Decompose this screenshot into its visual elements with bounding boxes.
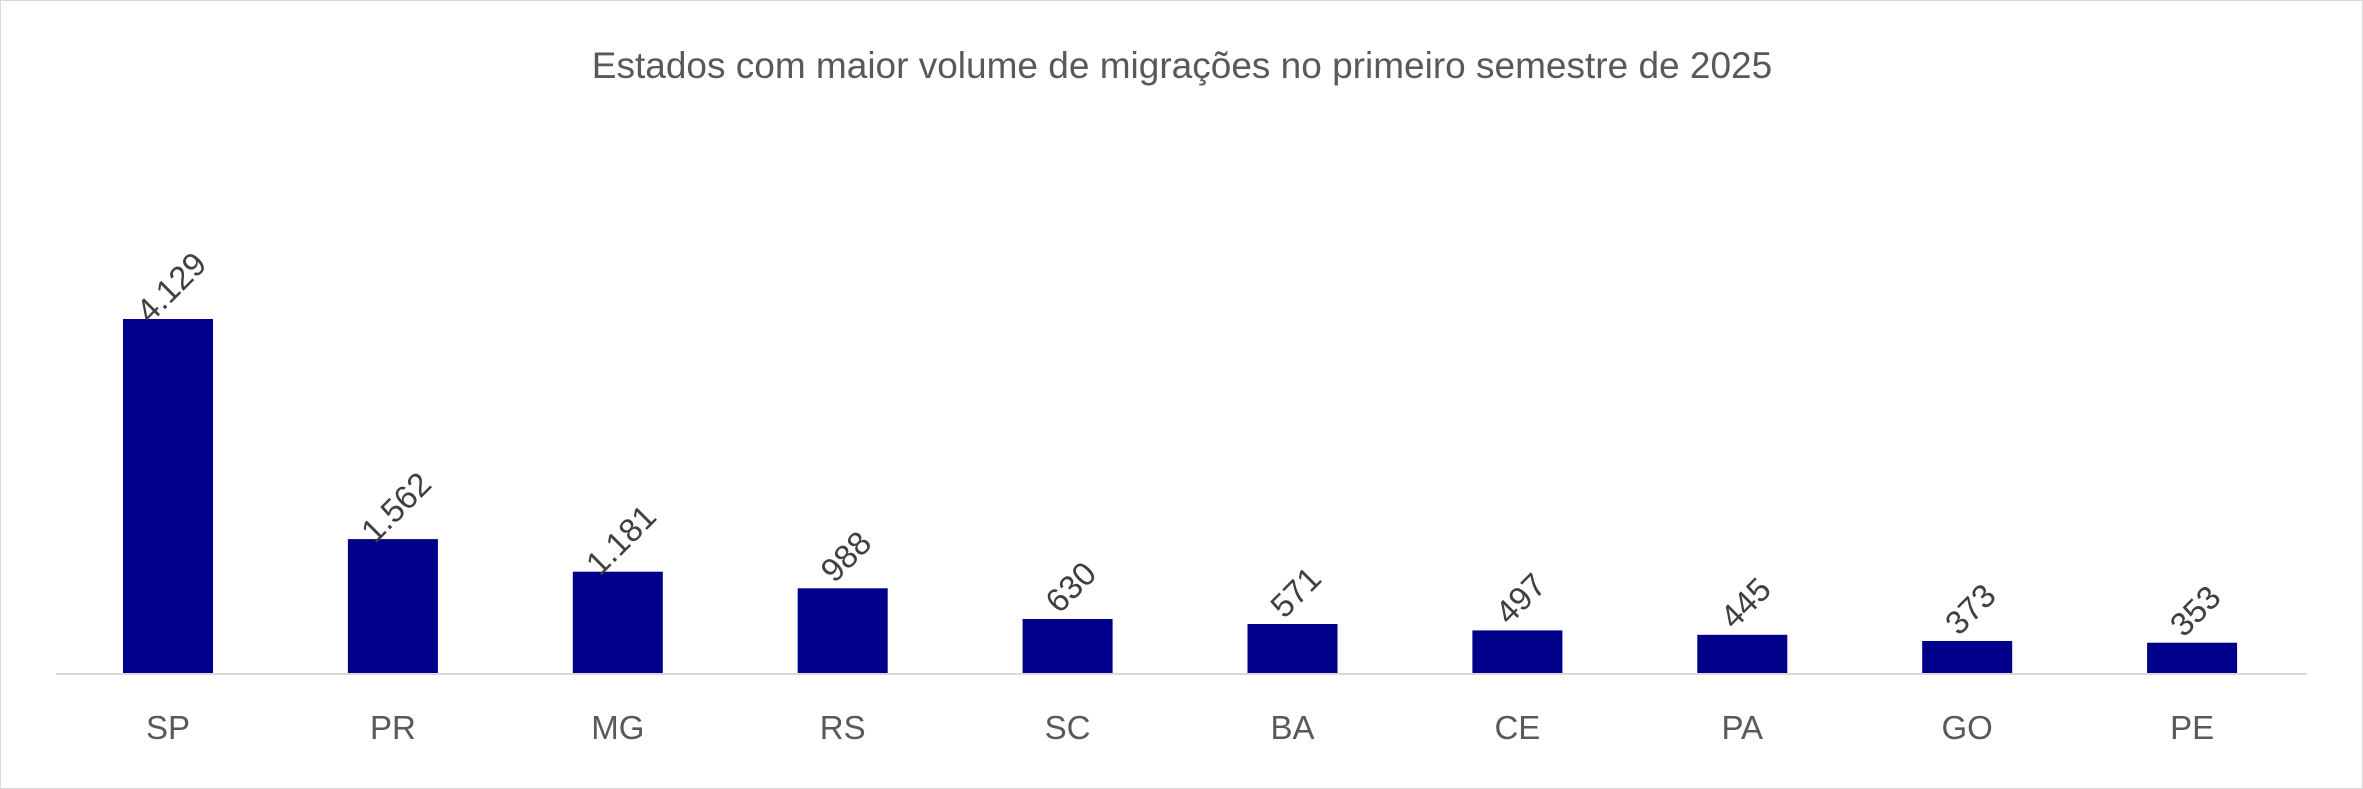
bar-sp <box>123 319 213 673</box>
data-label-sp: 4.129 <box>129 245 214 330</box>
x-tick-labels: SP PR MG RS SC BA CE PA GO PE <box>146 709 2214 746</box>
bar-ce <box>1472 630 1563 673</box>
data-label-mg: 1.181 <box>579 497 664 582</box>
x-tick-label-mg: MG <box>591 709 644 746</box>
data-label-ba: 571 <box>1263 559 1328 624</box>
data-label-pe: 353 <box>2163 578 2228 643</box>
data-label-rs: 988 <box>813 524 878 589</box>
data-label-go: 373 <box>1938 576 2003 641</box>
chart-title: Estados com maior volume de migrações no… <box>592 45 1772 86</box>
bar-ba <box>1247 624 1338 673</box>
data-labels-layer: 4.129 1.562 1.181 988 630 571 497 445 373 353 <box>129 245 2228 644</box>
x-tick-label-pr: PR <box>370 709 416 746</box>
data-label-sc: 630 <box>1038 554 1103 619</box>
bars-layer <box>123 319 2238 673</box>
x-tick-label-pa: PA <box>1722 709 1764 746</box>
x-tick-label-rs: RS <box>820 709 866 746</box>
data-label-pa: 445 <box>1713 570 1778 635</box>
bar-pa <box>1697 634 1788 673</box>
data-label-ce: 497 <box>1488 566 1553 631</box>
x-tick-label-ce: CE <box>1494 709 1540 746</box>
x-tick-label-pe: PE <box>2170 709 2214 746</box>
x-tick-label-sp: SP <box>146 709 190 746</box>
bar-pr <box>347 539 438 673</box>
bar-mg <box>572 571 663 673</box>
bar-rs <box>797 588 888 673</box>
bar-go <box>1922 641 2013 673</box>
x-tick-label-ba: BA <box>1270 709 1314 746</box>
x-tick-label-sc: SC <box>1045 709 1091 746</box>
data-label-pr: 1.562 <box>354 465 439 550</box>
bar-sc <box>1022 619 1113 673</box>
bar-pe <box>2147 642 2238 673</box>
x-tick-label-go: GO <box>1942 709 1993 746</box>
